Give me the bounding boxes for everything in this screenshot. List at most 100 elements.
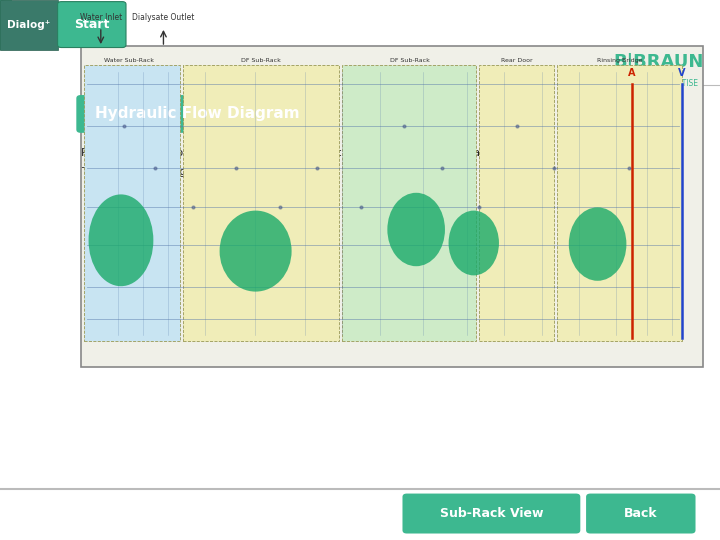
Bar	[1, 0, 8, 50]
Bar	[5, 0, 11, 50]
Bar	[3, 0, 9, 50]
Bar	[81, 46, 703, 367]
Bar	[1, 0, 8, 50]
Text: Rinsing Bridge: Rinsing Bridge	[597, 58, 642, 63]
FancyBboxPatch shape	[84, 65, 180, 341]
Bar	[4, 0, 9, 50]
Bar	[3, 0, 9, 50]
Bar	[2, 0, 8, 50]
Bar	[3, 0, 9, 50]
Bar	[2, 0, 8, 50]
Bar	[2, 0, 8, 50]
Bar	[5, 0, 12, 50]
Bar	[2, 0, 8, 50]
Bar	[1, 0, 6, 50]
Text: A: A	[628, 68, 636, 78]
FancyBboxPatch shape	[480, 65, 554, 341]
Bar	[6, 0, 12, 50]
Bar	[6, 0, 12, 50]
Text: Dialysate Outlet: Dialysate Outlet	[132, 12, 194, 22]
Bar	[1, 0, 7, 50]
Bar	[5, 0, 12, 50]
Bar	[5, 0, 12, 50]
Bar	[0, 0, 6, 50]
Bar	[4, 0, 10, 50]
Bar	[1, 0, 7, 50]
Bar	[1, 0, 6, 50]
Bar	[6, 0, 12, 50]
Bar	[1, 0, 6, 50]
Bar	[1, 0, 7, 50]
Bar	[2, 0, 9, 50]
Bar	[1, 0, 7, 50]
Bar	[6, 0, 12, 50]
Bar	[2, 0, 9, 50]
Bar	[5, 0, 11, 50]
Bar	[3, 0, 9, 50]
Bar	[3, 0, 9, 50]
Text: Sub-Rack View: Sub-Rack View	[440, 507, 543, 520]
Bar	[2, 0, 9, 50]
Bar	[1, 0, 6, 50]
Bar	[1, 0, 7, 50]
Bar	[2, 0, 8, 50]
Bar	[6, 0, 12, 50]
Bar	[4, 0, 10, 50]
Bar	[6, 0, 12, 50]
Bar	[5, 0, 11, 50]
Bar	[1, 0, 8, 50]
Bar	[1, 0, 8, 50]
Text: SHARING EXPERTISE: SHARING EXPERTISE	[620, 79, 698, 88]
Bar	[1, 0, 6, 50]
Ellipse shape	[387, 193, 445, 266]
Text: Start: Start	[74, 18, 109, 31]
Bar	[5, 0, 11, 50]
Bar	[3, 0, 9, 50]
Bar	[4, 0, 9, 50]
Bar	[6, 0, 12, 50]
Bar	[1, 0, 6, 50]
Bar	[3, 0, 9, 50]
Bar	[3, 0, 9, 50]
Bar	[4, 0, 10, 50]
Bar	[4, 0, 9, 50]
FancyBboxPatch shape	[557, 65, 682, 341]
Bar	[4, 0, 10, 50]
Text: B|BRAUN: B|BRAUN	[613, 53, 704, 71]
Bar	[1, 0, 7, 50]
Bar	[3, 0, 9, 50]
Bar	[0, 0, 6, 50]
FancyBboxPatch shape	[76, 95, 319, 133]
Bar	[4, 0, 9, 50]
Bar	[5, 0, 11, 50]
Bar	[2, 0, 9, 50]
Bar	[1, 0, 7, 50]
Bar	[4, 0, 11, 50]
Bar	[2, 0, 8, 50]
Bar	[4, 0, 9, 50]
Text: DF Sub-Rack: DF Sub-Rack	[390, 58, 429, 63]
Bar	[4, 0, 10, 50]
Text: Please choose a part of the flow diagram that you would like to look at.: Please choose a part of the flow diagram…	[81, 148, 488, 159]
Bar	[1, 0, 7, 50]
Text: V: V	[678, 68, 685, 78]
Text: DF Sub-Rack: DF Sub-Rack	[241, 58, 282, 63]
Text: Back: Back	[624, 507, 657, 520]
Bar	[4, 0, 10, 50]
Bar	[4, 0, 11, 50]
Bar	[1, 0, 6, 50]
Bar	[4, 0, 10, 50]
Bar	[0, 0, 6, 50]
Text: Dialog⁺: Dialog⁺	[306, 11, 414, 39]
FancyBboxPatch shape	[342, 65, 476, 341]
Bar	[6, 0, 12, 50]
Bar	[5, 0, 11, 50]
Bar	[4, 0, 9, 50]
Bar	[1, 0, 7, 50]
Bar	[4, 0, 10, 50]
Bar	[4, 0, 10, 50]
Bar	[4, 0, 9, 50]
Bar	[4, 0, 10, 50]
FancyBboxPatch shape	[58, 2, 126, 48]
Ellipse shape	[220, 211, 292, 292]
